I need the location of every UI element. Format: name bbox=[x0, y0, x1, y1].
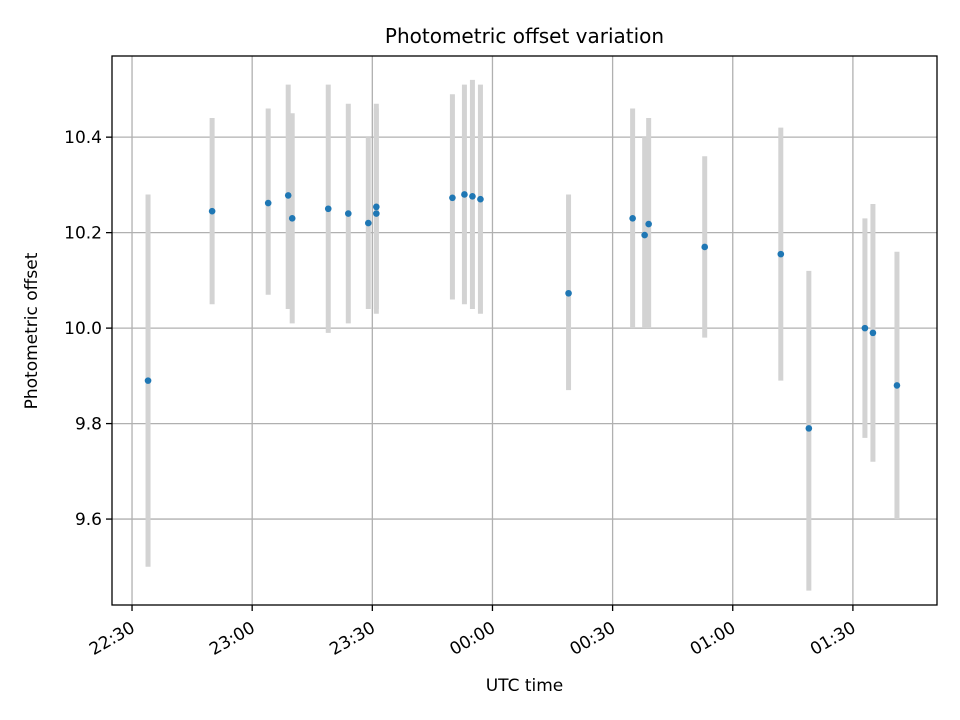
data-point bbox=[373, 210, 380, 217]
data-point bbox=[645, 220, 652, 228]
data-point bbox=[449, 194, 456, 202]
y-tick-label: 9.6 bbox=[75, 510, 102, 530]
data-point bbox=[324, 205, 332, 213]
data-point bbox=[469, 193, 476, 200]
data-point bbox=[264, 199, 272, 207]
y-tick-label: 9.8 bbox=[75, 415, 102, 435]
y-axis-ticks: 9.6 9.8 10.0 10.2 10.4 bbox=[64, 128, 112, 530]
data-point bbox=[208, 207, 216, 215]
y-axis-label: Photometric offset bbox=[22, 252, 42, 409]
data-point bbox=[373, 203, 380, 211]
chart-title: Photometric offset variation bbox=[385, 24, 664, 48]
data-point bbox=[284, 192, 292, 199]
data-point bbox=[477, 195, 484, 203]
data-point bbox=[869, 329, 877, 337]
data-point bbox=[893, 382, 901, 389]
y-tick-label: 10.0 bbox=[64, 319, 102, 339]
x-axis-label: UTC time bbox=[486, 676, 564, 696]
data-point bbox=[701, 243, 709, 251]
data-point bbox=[641, 231, 648, 239]
data-points bbox=[144, 191, 901, 432]
data-point bbox=[144, 377, 152, 384]
grid bbox=[112, 56, 937, 605]
data-point bbox=[805, 425, 813, 432]
y-tick-label: 10.4 bbox=[64, 128, 102, 148]
data-point bbox=[365, 219, 372, 227]
data-point bbox=[344, 210, 352, 217]
data-point bbox=[777, 250, 785, 258]
data-point bbox=[288, 215, 296, 222]
data-point bbox=[629, 215, 636, 222]
data-point bbox=[861, 324, 869, 332]
data-point bbox=[565, 289, 572, 297]
plot-frame bbox=[111, 55, 938, 606]
data-point bbox=[461, 191, 468, 198]
y-tick-label: 10.2 bbox=[64, 224, 102, 244]
